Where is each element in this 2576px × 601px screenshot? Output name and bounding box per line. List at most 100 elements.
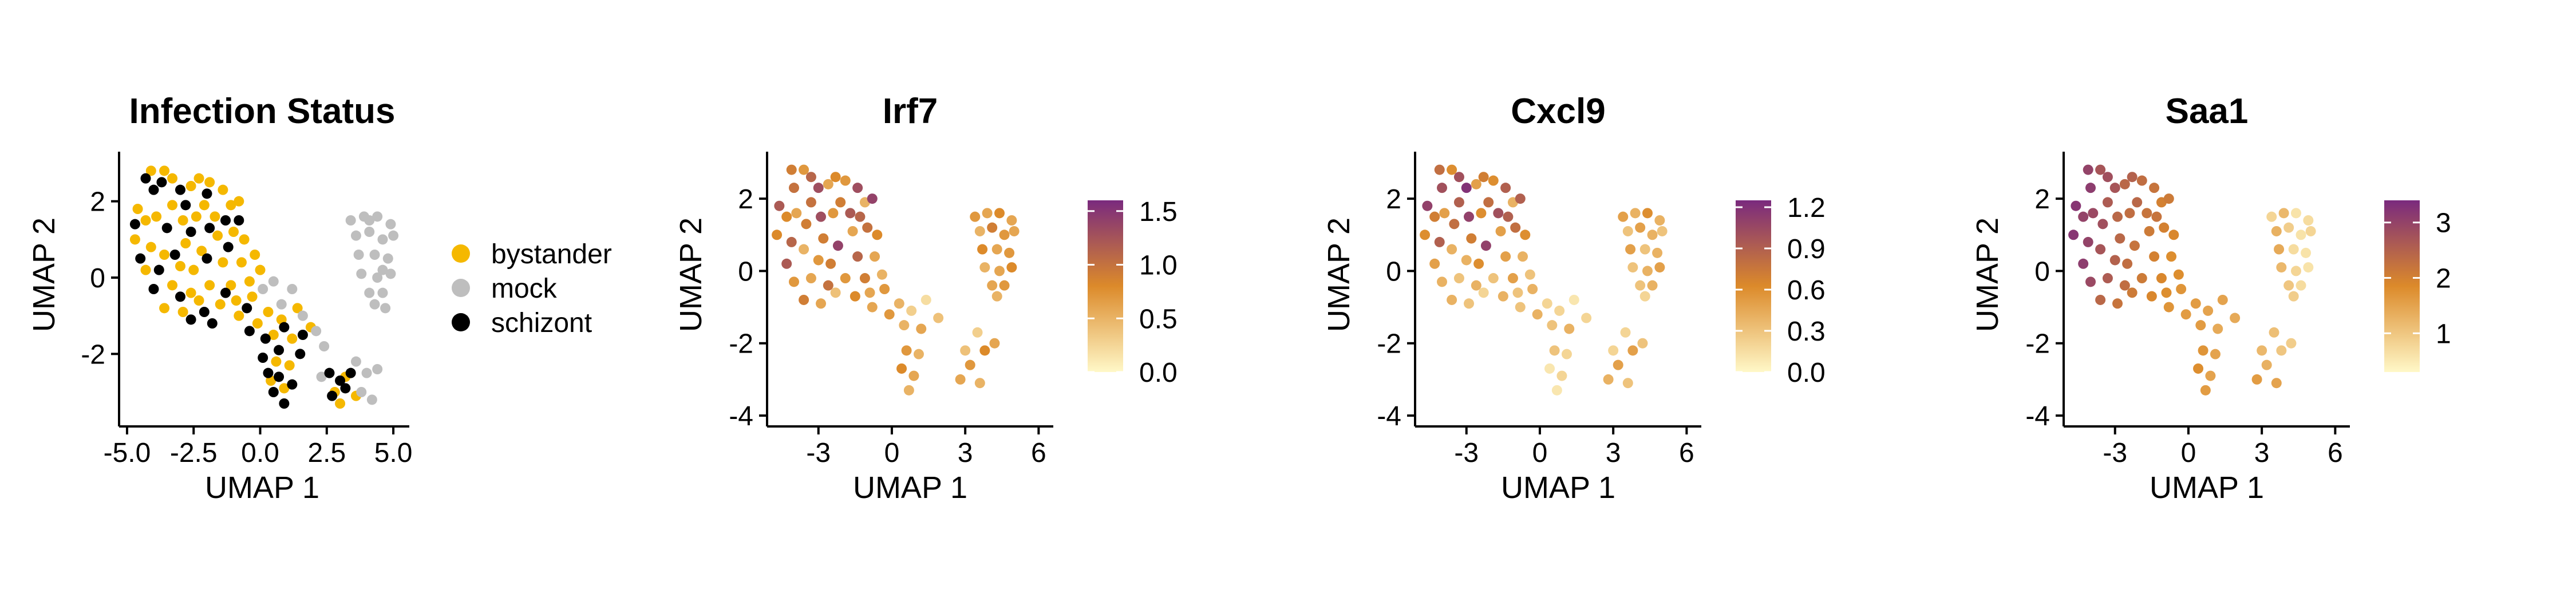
- point-expression: [2257, 345, 2267, 356]
- x-tick-label: -2.5: [170, 438, 218, 468]
- point-schizont: [268, 387, 279, 397]
- point-expression: [2168, 230, 2179, 240]
- point-schizont: [207, 318, 218, 329]
- point-schizont: [204, 223, 215, 234]
- legend-item-mock: mock: [452, 274, 558, 304]
- point-expression: [2163, 193, 2174, 204]
- y-tick-label: 2: [738, 184, 753, 215]
- point-expression: [2127, 287, 2138, 298]
- point-expression: [1520, 230, 1531, 240]
- point-expression: [1510, 222, 1521, 233]
- y-tick-label: 2: [90, 187, 105, 218]
- point-schizont: [242, 303, 252, 314]
- point-expression: [772, 230, 783, 240]
- point-bystander: [292, 303, 303, 314]
- point-expression: [1635, 280, 1646, 291]
- point-mock: [364, 227, 375, 237]
- point-schizont: [327, 390, 338, 401]
- point-expression: [2085, 276, 2096, 287]
- point-expression: [999, 230, 1010, 240]
- point-expression: [852, 251, 863, 262]
- panel-infection-status: Infection Status -5.0 -2.5 0.0 2.5 5.0 -2 0 2 U…: [27, 92, 612, 505]
- point-expression: [2124, 208, 2135, 219]
- point-expression: [1464, 298, 1475, 309]
- point-expression: [2088, 208, 2099, 219]
- point-expression: [799, 164, 809, 175]
- point-expression: [1466, 233, 1477, 244]
- point-schizont: [153, 264, 164, 275]
- x-tick-label: -3: [806, 438, 831, 468]
- point-expression: [1471, 179, 1481, 189]
- point-bystander: [236, 257, 247, 268]
- point-expression: [823, 280, 833, 291]
- point-expression: [2176, 284, 2187, 294]
- point-expression: [991, 291, 1002, 302]
- point-expression: [1547, 320, 1558, 331]
- point-bystander: [335, 398, 346, 409]
- point-expression: [2195, 320, 2206, 331]
- point-expression: [823, 179, 833, 189]
- point-bystander: [132, 204, 143, 214]
- point-expression: [2136, 273, 2147, 284]
- point-bystander: [185, 287, 196, 298]
- colorbar-irf7: 0.0 0.5 1.0 1.5: [1088, 197, 1178, 388]
- point-expression: [1483, 197, 1494, 208]
- point-mock: [377, 264, 388, 275]
- point-expression: [1471, 280, 1481, 291]
- colorbar-tick-label: 0.0: [1139, 358, 1178, 388]
- point-expression: [1556, 370, 1567, 381]
- point-expression: [1620, 327, 1631, 338]
- point-expression: [1006, 262, 1017, 273]
- point-bystander: [196, 246, 207, 256]
- point-expression: [1453, 172, 1464, 183]
- point-expression: [1627, 262, 1638, 273]
- point-expression: [906, 305, 917, 316]
- point-expression: [916, 323, 927, 334]
- point-expression: [1439, 208, 1450, 219]
- point-schizont: [180, 200, 191, 211]
- point-expression: [2095, 294, 2106, 305]
- point-expression: [1464, 211, 1475, 222]
- point-schizont: [161, 223, 172, 234]
- point-schizont: [135, 253, 146, 264]
- point-expression: [832, 240, 843, 251]
- point-bystander: [140, 215, 151, 226]
- point-expression: [979, 345, 990, 356]
- point-expression: [2303, 215, 2314, 226]
- point-expression: [1488, 175, 1499, 186]
- point-expression: [789, 183, 800, 193]
- point-expression: [799, 244, 809, 255]
- point-expression: [1434, 236, 1445, 247]
- point-expression: [2274, 244, 2285, 255]
- point-expression: [859, 273, 870, 284]
- point-schizont: [202, 253, 212, 264]
- point-expression: [2144, 226, 2155, 236]
- point-expression: [786, 164, 797, 175]
- x-tick-label: 0: [2181, 438, 2196, 468]
- point-bystander: [159, 250, 170, 260]
- point-expression: [2085, 183, 2096, 193]
- point-schizont: [244, 326, 255, 337]
- point-expression: [2205, 370, 2216, 381]
- point-expression: [2251, 374, 2262, 385]
- point-bystander: [234, 196, 244, 207]
- point-expression: [2193, 363, 2204, 374]
- point-expression: [913, 349, 924, 359]
- point-expression: [1515, 193, 1526, 204]
- point-mock: [311, 326, 322, 337]
- colorbar-tick-label: 1: [2436, 319, 2451, 349]
- y-tick-label: -2: [1377, 329, 1401, 359]
- point-expression: [1488, 273, 1499, 284]
- point-bystander: [212, 230, 223, 241]
- point-expression: [994, 266, 1005, 276]
- point-expression: [2271, 378, 2282, 389]
- legend-swatch-bystander: [452, 244, 470, 263]
- point-expression: [920, 294, 931, 305]
- point-schizont: [185, 314, 196, 325]
- point-bystander: [218, 257, 228, 268]
- point-expression: [2203, 305, 2214, 316]
- point-expression: [884, 309, 895, 320]
- point-expression: [2212, 323, 2223, 334]
- point-expression: [960, 345, 971, 356]
- point-expression: [2210, 349, 2221, 359]
